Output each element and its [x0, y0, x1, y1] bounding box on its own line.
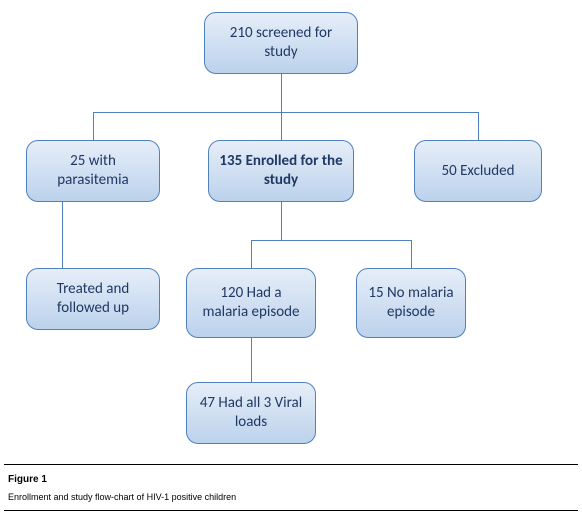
- node-label: 47 Had all 3 Viral loads: [197, 394, 305, 432]
- node-label: 210 screened for study: [215, 24, 347, 62]
- node-label: 50 Excluded: [442, 162, 515, 181]
- connector-vertical: [251, 240, 252, 268]
- node-excluded: 50 Excluded: [414, 140, 542, 202]
- connector-vertical: [281, 112, 282, 140]
- caption-rule: [4, 510, 578, 511]
- figure-title: Figure 1: [8, 474, 47, 485]
- node-treated: Treated and followed up: [26, 268, 160, 330]
- node-enrolled: 135 Enrolled for the study: [208, 140, 354, 202]
- node-viral: 47 Had all 3 Viral loads: [186, 382, 316, 444]
- node-label: 15 No malaria episode: [367, 284, 455, 322]
- connector-vertical: [281, 202, 282, 240]
- connector-vertical: [281, 74, 282, 112]
- node-had_ep: 120 Had a malaria episode: [186, 268, 316, 338]
- node-label: 25 with parasitemia: [37, 152, 149, 190]
- connector-horizontal: [93, 112, 479, 113]
- node-parasitemia: 25 with parasitemia: [26, 140, 160, 202]
- caption-rule: [4, 464, 578, 465]
- connector-vertical: [62, 202, 63, 268]
- figure-caption: Enrollment and study flow-chart of HIV-1…: [8, 492, 236, 502]
- connector-vertical: [411, 240, 412, 268]
- node-label: 135 Enrolled for the study: [219, 152, 343, 190]
- connector-vertical: [93, 112, 94, 140]
- node-screened: 210 screened for study: [204, 12, 358, 74]
- connector-horizontal: [251, 240, 412, 241]
- node-label: Treated and followed up: [37, 280, 149, 318]
- connector-vertical: [251, 338, 252, 382]
- node-no_ep: 15 No malaria episode: [356, 268, 466, 338]
- connector-vertical: [478, 112, 479, 140]
- node-label: 120 Had a malaria episode: [197, 284, 305, 322]
